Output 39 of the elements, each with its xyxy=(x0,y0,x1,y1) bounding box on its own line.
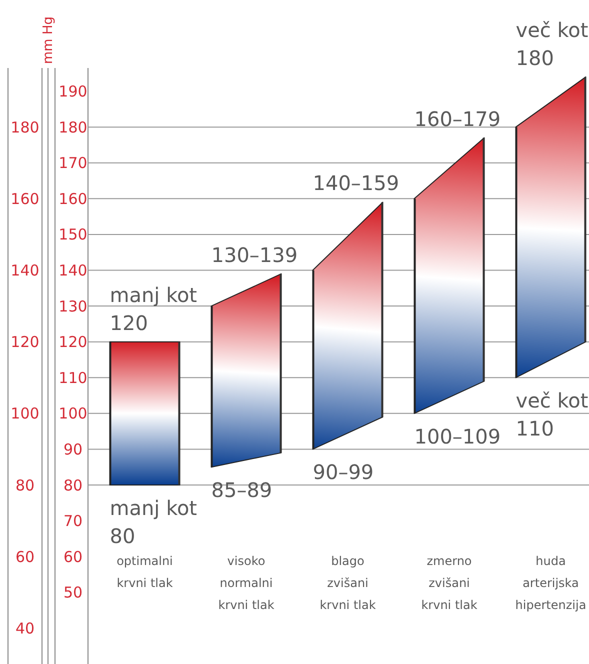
annotation: več kot 180 xyxy=(516,18,588,70)
y2-tick-label: 180 xyxy=(10,118,40,136)
y2-tick-label: 160 xyxy=(10,190,40,208)
annotation: več kot 110 xyxy=(516,388,588,441)
y2-tick-label: 100 xyxy=(10,404,40,423)
y2-tick-label: 120 xyxy=(10,333,40,352)
y-tick-label: 70 xyxy=(63,512,83,530)
annotation: 130–139 xyxy=(211,242,298,267)
y-tick-label: 180 xyxy=(58,118,88,136)
y-tick-label: 100 xyxy=(58,404,88,423)
y-tick-label: 110 xyxy=(58,368,88,387)
x-tick-label: optimalni krvni tlak xyxy=(116,554,173,590)
y-tick-label: 80 xyxy=(63,476,83,494)
y-tick-label: 190 xyxy=(58,82,88,101)
annotation: 100–109 xyxy=(414,424,501,448)
annotation: 160–179 xyxy=(414,106,501,131)
y-tick-label: 150 xyxy=(58,226,88,244)
annotation: manj kot 80 xyxy=(110,496,198,548)
y-tick-label: 170 xyxy=(58,154,88,172)
y-tick-label: 160 xyxy=(58,190,88,208)
annotation: 85–89 xyxy=(211,478,272,502)
y2-axis-title: mm Hg xyxy=(41,16,56,64)
y-tick-label: 130 xyxy=(58,297,88,316)
y-tick-label: 140 xyxy=(58,261,88,280)
y-tick-label: 90 xyxy=(63,440,83,458)
x-tick-label: zmerno zvišani krvni tlak xyxy=(421,554,478,612)
x-tick-label: blago zvišani krvni tlak xyxy=(320,554,376,612)
y-tick-label: 50 xyxy=(63,584,83,602)
y2-tick-label: 80 xyxy=(15,476,35,494)
x-tick-label: huda arterijska hipertenzija xyxy=(515,554,586,612)
annotation: 90–99 xyxy=(312,460,374,484)
x-tick-label: visoko normalni krvni tlak xyxy=(218,554,274,612)
y2-tick-label: 140 xyxy=(10,261,40,280)
y-tick-label: 120 xyxy=(58,333,88,352)
y2-tick-label: 40 xyxy=(15,619,35,638)
annotation: 140–159 xyxy=(312,171,400,196)
y-tick-label: 60 xyxy=(63,548,83,566)
annotation: manj kot 120 xyxy=(110,282,198,335)
y2-tick-label: 60 xyxy=(15,548,35,566)
